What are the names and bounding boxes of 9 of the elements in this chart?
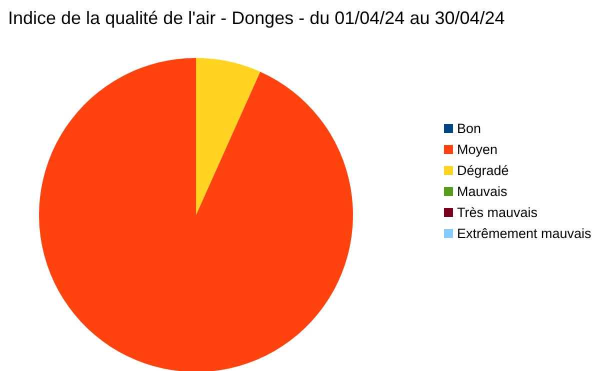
legend-label: Mauvais [457, 184, 508, 199]
legend-label: Très mauvais [457, 205, 538, 220]
pie-slice [196, 58, 260, 215]
legend-label: Extrêmement mauvais [457, 226, 592, 241]
chart-title: Indice de la qualité de l'air - Donges - du 01/04/24 au 30/04/24 [8, 8, 505, 29]
legend-label: Moyen [457, 142, 498, 157]
pie-slice [39, 58, 353, 371]
legend-label: Bon [457, 121, 482, 136]
legend-label: Dégradé [457, 163, 509, 178]
